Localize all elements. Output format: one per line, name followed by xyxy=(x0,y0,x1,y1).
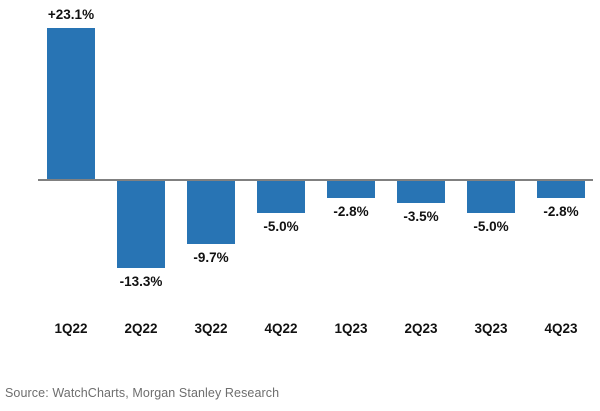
x-axis-label-4q23: 4Q23 xyxy=(544,321,578,336)
x-axis-label-1q23: 1Q23 xyxy=(334,321,368,336)
x-axis-zero-line xyxy=(38,179,593,181)
value-label-2q22: -13.3% xyxy=(119,273,163,289)
x-axis-label-3q23: 3Q23 xyxy=(474,321,508,336)
x-axis-label-2q22: 2Q22 xyxy=(124,321,158,336)
x-axis-label-3q22: 3Q22 xyxy=(194,321,228,336)
bar-3q22 xyxy=(187,180,235,244)
value-label-2q23: -3.5% xyxy=(403,209,439,225)
x-axis-label-4q22: 4Q22 xyxy=(264,321,298,336)
bar-4q22 xyxy=(257,180,305,213)
value-label-3q22: -9.7% xyxy=(193,249,229,265)
bar-2q23 xyxy=(397,180,445,204)
value-label-4q23: -2.8% xyxy=(543,204,579,220)
bar-1q23 xyxy=(327,180,375,199)
bar-4q23 xyxy=(537,180,585,199)
x-axis-label-2q23: 2Q23 xyxy=(404,321,438,336)
value-label-4q22: -5.0% xyxy=(263,218,299,234)
value-label-3q23: -5.0% xyxy=(473,218,509,234)
bar-1q22 xyxy=(47,28,95,180)
bar-2q22 xyxy=(117,180,165,268)
value-label-1q23: -2.8% xyxy=(333,204,369,220)
source-note: Source: WatchCharts, Morgan Stanley Rese… xyxy=(5,386,280,400)
x-axis-label-1q22: 1Q22 xyxy=(54,321,88,336)
bar-chart: +23.1% 1Q22 -13.3% 2Q22 -9.7% 3Q22 -5.0% 4Q22 -2… xyxy=(38,7,593,336)
value-label-1q22: +23.1% xyxy=(47,7,95,22)
bar-3q23 xyxy=(467,180,515,213)
